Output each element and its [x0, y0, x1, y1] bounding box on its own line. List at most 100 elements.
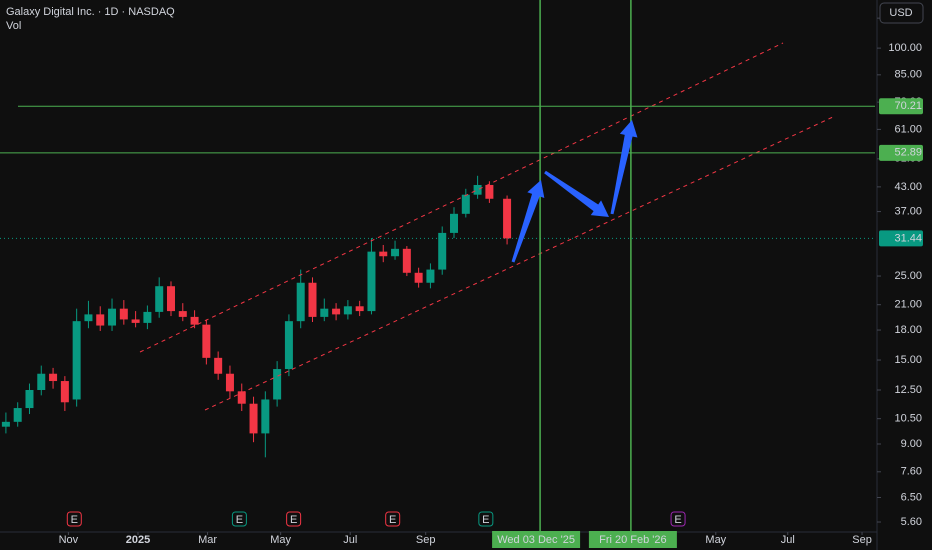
- candle-body: [155, 286, 164, 312]
- candle-body: [273, 369, 282, 400]
- price-badge: [879, 98, 923, 115]
- currency-button[interactable]: [879, 2, 924, 24]
- event-marker: [286, 511, 302, 527]
- x-tick-label: May: [705, 534, 726, 546]
- y-tick-label: 85.00: [894, 69, 922, 81]
- candle-body: [131, 319, 140, 323]
- candle-body: [178, 311, 187, 317]
- y-tick-label: 10.50: [894, 413, 922, 425]
- candle-body: [473, 184, 482, 195]
- y-tick-label: 6.50: [901, 491, 922, 503]
- candle-body: [143, 311, 152, 323]
- arrow: [544, 170, 609, 217]
- x-tick-label: Sep: [852, 534, 872, 546]
- candle-body: [355, 306, 364, 312]
- price-badge: [879, 144, 923, 161]
- y-tick-label: 21.00: [894, 299, 922, 311]
- candle-body: [461, 194, 470, 214]
- chart-title: Galaxy Digital Inc. · 1D · NASDAQ: [6, 6, 175, 18]
- event-label: E: [482, 514, 489, 526]
- y-tick-label: 7.60: [901, 466, 922, 478]
- candle-body: [202, 324, 211, 358]
- candle-body: [119, 308, 128, 320]
- y-tick-label: 9.00: [901, 438, 922, 450]
- event-label: E: [674, 514, 681, 526]
- date-badge: [588, 531, 677, 548]
- price-badge-label: 52.89: [894, 147, 922, 159]
- channel-lower: [204, 115, 836, 411]
- x-tick-label: Jul: [781, 534, 795, 546]
- x-tick-label: Jul: [343, 534, 357, 546]
- candle-body: [296, 282, 305, 322]
- candle-body: [190, 316, 199, 325]
- layer: [1, 175, 512, 458]
- event-marker: [670, 511, 686, 527]
- candle-body: [503, 198, 512, 239]
- candle-body: [214, 357, 223, 374]
- candle-body: [391, 248, 400, 257]
- layer: [0, 0, 875, 532]
- candle-body: [237, 391, 246, 404]
- candle-body: [108, 308, 117, 326]
- candle-body: [414, 272, 423, 283]
- candle-body: [367, 251, 376, 312]
- candle-body: [261, 399, 270, 434]
- event-marker: [385, 511, 401, 527]
- date-badge-label: Wed 03 Dec '25: [497, 534, 575, 546]
- date-badge-label: Fri 20 Feb '26: [599, 534, 667, 546]
- candle-body: [438, 232, 447, 270]
- candle-body: [60, 381, 69, 403]
- candle-body: [379, 251, 388, 257]
- candle-body: [249, 403, 258, 434]
- candle-body: [320, 308, 329, 317]
- arrow: [610, 120, 638, 215]
- channel-upper: [139, 42, 784, 353]
- candle-body: [166, 286, 175, 312]
- candle-body: [25, 389, 34, 409]
- candle-body: [225, 373, 234, 392]
- candle-body: [402, 248, 411, 273]
- y-tick-label: 15.00: [894, 354, 922, 366]
- event-marker: [66, 511, 82, 527]
- last-price-badge: [879, 230, 923, 247]
- x-tick-label: 2025: [126, 534, 150, 546]
- candle-body: [343, 306, 352, 315]
- event-label: E: [290, 514, 297, 526]
- candle-body: [485, 184, 494, 199]
- event-label: E: [389, 514, 396, 526]
- x-tick-label: Sep: [416, 534, 436, 546]
- x-tick-label: May: [270, 534, 291, 546]
- candle-body: [332, 308, 341, 315]
- candle-body: [84, 314, 93, 322]
- candle-body: [37, 373, 46, 390]
- y-tick-label: 12.50: [894, 384, 922, 396]
- y-tick-label: 25.00: [894, 270, 922, 282]
- currency-label[interactable]: USD: [889, 7, 912, 19]
- candle-body: [1, 421, 10, 427]
- date-badge: [492, 531, 581, 548]
- event-marker: [231, 511, 247, 527]
- event-label: E: [71, 514, 78, 526]
- candle-body: [426, 269, 435, 283]
- x-tick-label: Nov: [59, 534, 79, 546]
- candle-body: [13, 408, 22, 422]
- candle-body: [450, 213, 459, 233]
- event-marker: [478, 511, 494, 527]
- price-badge-label: 70.21: [894, 100, 922, 112]
- y-tick-label: 37.00: [894, 205, 922, 217]
- y-tick-label: 61.00: [894, 123, 922, 135]
- candle-body: [308, 282, 317, 317]
- candle-body: [284, 321, 293, 370]
- candle-body: [72, 321, 81, 400]
- y-tick-label: 5.60: [901, 516, 922, 528]
- arrow: [511, 180, 545, 263]
- y-tick-label: 100.00: [888, 42, 922, 54]
- y-tick-label: 18.00: [894, 324, 922, 336]
- event-label: E: [236, 514, 243, 526]
- x-tick-label: Mar: [198, 534, 217, 546]
- candle-body: [96, 314, 105, 326]
